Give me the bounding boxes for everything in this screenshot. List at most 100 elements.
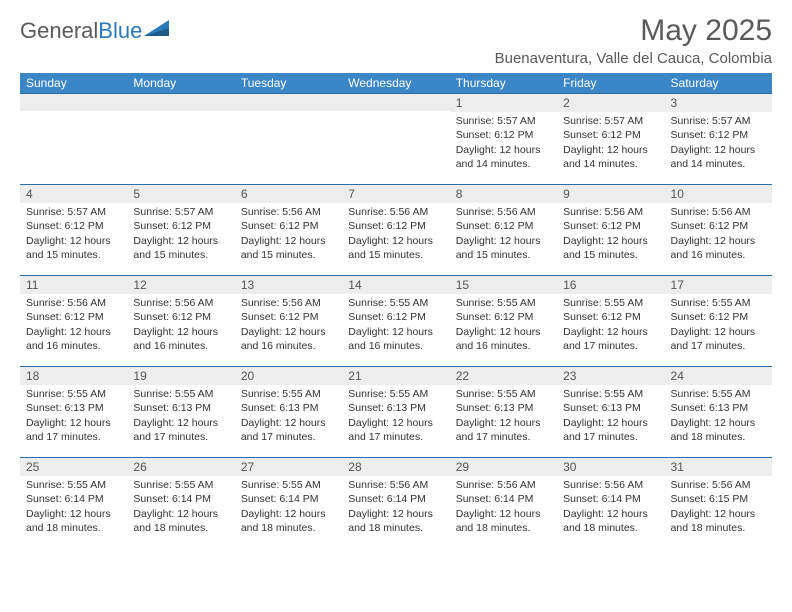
- day-number: 6: [235, 185, 342, 203]
- sunrise-text: Sunrise: 5:55 AM: [456, 296, 551, 310]
- daylight-text: Daylight: 12 hours and 18 minutes.: [671, 507, 766, 535]
- sunset-text: Sunset: 6:15 PM: [671, 492, 766, 506]
- daylight-text: Daylight: 12 hours and 17 minutes.: [671, 325, 766, 353]
- sunset-text: Sunset: 6:12 PM: [563, 128, 658, 142]
- day-number: 10: [665, 185, 772, 203]
- sunrise-text: Sunrise: 5:56 AM: [671, 205, 766, 219]
- sunrise-text: Sunrise: 5:55 AM: [348, 387, 443, 401]
- header: GeneralBlue May 2025 Buenaventura, Valle…: [20, 14, 772, 67]
- day-number: 14: [342, 276, 449, 294]
- daylight-text: Daylight: 12 hours and 17 minutes.: [133, 416, 228, 444]
- day-number: [20, 94, 127, 111]
- day-cell: 30Sunrise: 5:56 AMSunset: 6:14 PMDayligh…: [557, 458, 664, 548]
- day-number: [235, 94, 342, 111]
- sunrise-text: Sunrise: 5:56 AM: [348, 205, 443, 219]
- sunset-text: Sunset: 6:14 PM: [348, 492, 443, 506]
- dow-thursday: Thursday: [450, 73, 557, 93]
- sunrise-text: Sunrise: 5:55 AM: [133, 478, 228, 492]
- day-number: 13: [235, 276, 342, 294]
- day-number: 8: [450, 185, 557, 203]
- sunrise-text: Sunrise: 5:56 AM: [563, 478, 658, 492]
- sunrise-text: Sunrise: 5:56 AM: [456, 205, 551, 219]
- day-number: 19: [127, 367, 234, 385]
- day-body: Sunrise: 5:57 AMSunset: 6:12 PMDaylight:…: [665, 112, 772, 175]
- day-cell: 18Sunrise: 5:55 AMSunset: 6:13 PMDayligh…: [20, 367, 127, 457]
- daylight-text: Daylight: 12 hours and 17 minutes.: [563, 325, 658, 353]
- daylight-text: Daylight: 12 hours and 15 minutes.: [348, 234, 443, 262]
- day-body: Sunrise: 5:56 AMSunset: 6:14 PMDaylight:…: [557, 476, 664, 539]
- day-cell: 26Sunrise: 5:55 AMSunset: 6:14 PMDayligh…: [127, 458, 234, 548]
- daylight-text: Daylight: 12 hours and 18 minutes.: [133, 507, 228, 535]
- day-body: Sunrise: 5:55 AMSunset: 6:13 PMDaylight:…: [20, 385, 127, 448]
- sunrise-text: Sunrise: 5:56 AM: [563, 205, 658, 219]
- daylight-text: Daylight: 12 hours and 17 minutes.: [456, 416, 551, 444]
- dow-tuesday: Tuesday: [235, 73, 342, 93]
- day-number: 30: [557, 458, 664, 476]
- day-cell: 23Sunrise: 5:55 AMSunset: 6:13 PMDayligh…: [557, 367, 664, 457]
- daylight-text: Daylight: 12 hours and 14 minutes.: [456, 143, 551, 171]
- day-number: 11: [20, 276, 127, 294]
- day-body: Sunrise: 5:55 AMSunset: 6:13 PMDaylight:…: [342, 385, 449, 448]
- sunrise-text: Sunrise: 5:55 AM: [671, 296, 766, 310]
- day-number: 7: [342, 185, 449, 203]
- day-number: [127, 94, 234, 111]
- day-body: Sunrise: 5:56 AMSunset: 6:12 PMDaylight:…: [342, 203, 449, 266]
- sunset-text: Sunset: 6:14 PM: [456, 492, 551, 506]
- day-cell: 15Sunrise: 5:55 AMSunset: 6:12 PMDayligh…: [450, 276, 557, 366]
- daylight-text: Daylight: 12 hours and 17 minutes.: [348, 416, 443, 444]
- day-cell: 2Sunrise: 5:57 AMSunset: 6:12 PMDaylight…: [557, 94, 664, 184]
- daylight-text: Daylight: 12 hours and 18 minutes.: [671, 416, 766, 444]
- sunrise-text: Sunrise: 5:55 AM: [456, 387, 551, 401]
- sunrise-text: Sunrise: 5:55 AM: [671, 387, 766, 401]
- day-number: 28: [342, 458, 449, 476]
- day-cell: [342, 94, 449, 184]
- week-row: 4Sunrise: 5:57 AMSunset: 6:12 PMDaylight…: [20, 184, 772, 275]
- sunset-text: Sunset: 6:14 PM: [241, 492, 336, 506]
- sunset-text: Sunset: 6:13 PM: [671, 401, 766, 415]
- day-body: Sunrise: 5:55 AMSunset: 6:13 PMDaylight:…: [450, 385, 557, 448]
- day-body: Sunrise: 5:56 AMSunset: 6:14 PMDaylight:…: [450, 476, 557, 539]
- day-cell: [20, 94, 127, 184]
- daylight-text: Daylight: 12 hours and 18 minutes.: [348, 507, 443, 535]
- day-body: Sunrise: 5:56 AMSunset: 6:12 PMDaylight:…: [235, 203, 342, 266]
- day-cell: 17Sunrise: 5:55 AMSunset: 6:12 PMDayligh…: [665, 276, 772, 366]
- daylight-text: Daylight: 12 hours and 17 minutes.: [26, 416, 121, 444]
- sunrise-text: Sunrise: 5:56 AM: [133, 296, 228, 310]
- day-cell: 22Sunrise: 5:55 AMSunset: 6:13 PMDayligh…: [450, 367, 557, 457]
- day-cell: [127, 94, 234, 184]
- day-body: Sunrise: 5:57 AMSunset: 6:12 PMDaylight:…: [450, 112, 557, 175]
- sunrise-text: Sunrise: 5:57 AM: [671, 114, 766, 128]
- day-cell: 27Sunrise: 5:55 AMSunset: 6:14 PMDayligh…: [235, 458, 342, 548]
- sunset-text: Sunset: 6:12 PM: [241, 219, 336, 233]
- day-number: 25: [20, 458, 127, 476]
- day-cell: 19Sunrise: 5:55 AMSunset: 6:13 PMDayligh…: [127, 367, 234, 457]
- sunrise-text: Sunrise: 5:55 AM: [26, 478, 121, 492]
- daylight-text: Daylight: 12 hours and 17 minutes.: [241, 416, 336, 444]
- day-body: Sunrise: 5:55 AMSunset: 6:13 PMDaylight:…: [127, 385, 234, 448]
- day-number: 3: [665, 94, 772, 112]
- day-body: Sunrise: 5:56 AMSunset: 6:12 PMDaylight:…: [235, 294, 342, 357]
- day-cell: 4Sunrise: 5:57 AMSunset: 6:12 PMDaylight…: [20, 185, 127, 275]
- sunset-text: Sunset: 6:12 PM: [348, 310, 443, 324]
- day-number: 1: [450, 94, 557, 112]
- daylight-text: Daylight: 12 hours and 16 minutes.: [456, 325, 551, 353]
- daylight-text: Daylight: 12 hours and 14 minutes.: [671, 143, 766, 171]
- daylight-text: Daylight: 12 hours and 18 minutes.: [456, 507, 551, 535]
- day-cell: 9Sunrise: 5:56 AMSunset: 6:12 PMDaylight…: [557, 185, 664, 275]
- day-cell: 11Sunrise: 5:56 AMSunset: 6:12 PMDayligh…: [20, 276, 127, 366]
- daylight-text: Daylight: 12 hours and 15 minutes.: [456, 234, 551, 262]
- sunset-text: Sunset: 6:14 PM: [133, 492, 228, 506]
- day-body: Sunrise: 5:57 AMSunset: 6:12 PMDaylight:…: [20, 203, 127, 266]
- day-body: Sunrise: 5:55 AMSunset: 6:13 PMDaylight:…: [557, 385, 664, 448]
- dow-row: Sunday Monday Tuesday Wednesday Thursday…: [20, 73, 772, 93]
- day-number: 23: [557, 367, 664, 385]
- day-cell: 28Sunrise: 5:56 AMSunset: 6:14 PMDayligh…: [342, 458, 449, 548]
- day-cell: 14Sunrise: 5:55 AMSunset: 6:12 PMDayligh…: [342, 276, 449, 366]
- week-row: 1Sunrise: 5:57 AMSunset: 6:12 PMDaylight…: [20, 93, 772, 184]
- week-row: 11Sunrise: 5:56 AMSunset: 6:12 PMDayligh…: [20, 275, 772, 366]
- daylight-text: Daylight: 12 hours and 16 minutes.: [348, 325, 443, 353]
- day-number: 20: [235, 367, 342, 385]
- day-cell: 12Sunrise: 5:56 AMSunset: 6:12 PMDayligh…: [127, 276, 234, 366]
- day-number: 2: [557, 94, 664, 112]
- dow-sunday: Sunday: [20, 73, 127, 93]
